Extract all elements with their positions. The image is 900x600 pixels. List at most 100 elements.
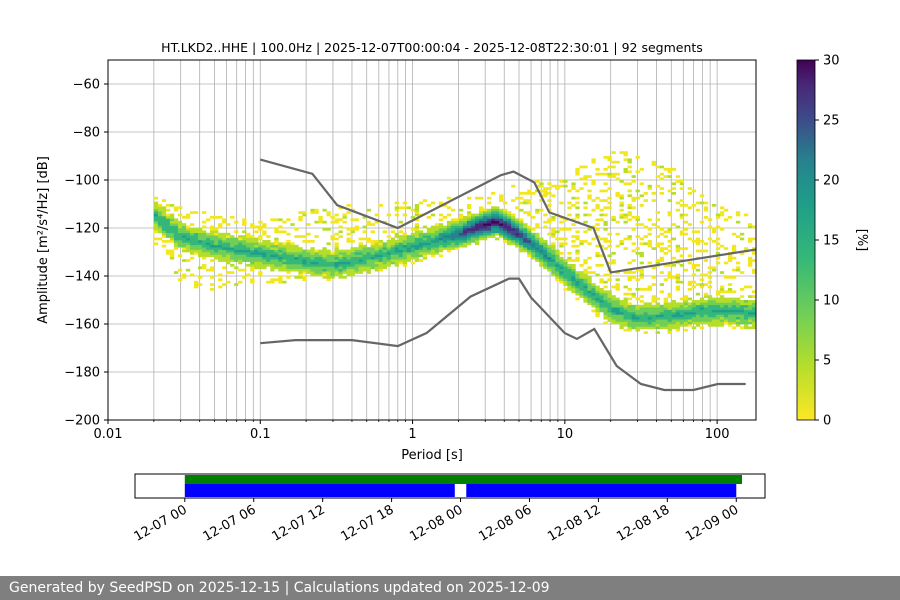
- psd-cell: [298, 264, 303, 267]
- psd-cell: [563, 218, 568, 222]
- psd-cell: [571, 266, 576, 270]
- psd-cell: [599, 300, 604, 303]
- psd-cell: [487, 232, 492, 236]
- psd-cell: [282, 230, 287, 234]
- psd-cell: [603, 189, 608, 193]
- psd-cell: [366, 249, 371, 253]
- psd-cell: [711, 324, 717, 327]
- psd-cell: [635, 252, 640, 255]
- psd-cell: [555, 273, 560, 277]
- psd-cell: [157, 237, 163, 241]
- psd-cell: [611, 314, 616, 318]
- psd-cell: [715, 297, 721, 301]
- psd-cell: [165, 232, 171, 236]
- psd-cell: [458, 225, 464, 229]
- psd-cell: [177, 223, 183, 226]
- psd-cell: [350, 268, 355, 272]
- psd-cell: [707, 309, 713, 313]
- psd-cell: [394, 249, 400, 253]
- psd-cell: [591, 158, 596, 162]
- psd-cell: [507, 235, 512, 238]
- psd-cell: [571, 271, 576, 274]
- psd-cell: [603, 304, 608, 308]
- psd-cell: [707, 314, 713, 318]
- psd-cell: [707, 302, 713, 306]
- psd-cell: [627, 235, 632, 238]
- psd-cell: [153, 223, 159, 226]
- psd-cell: [338, 254, 343, 258]
- psd-cell: [306, 223, 311, 226]
- psd-cell: [302, 256, 307, 260]
- psd-cell: [230, 259, 235, 262]
- psd-cell: [218, 225, 223, 229]
- psd-cell: [378, 264, 383, 267]
- psd-cell: [330, 237, 335, 241]
- psd-cell: [197, 249, 203, 253]
- psd-cell: [262, 223, 267, 226]
- psd-cell: [169, 216, 175, 219]
- psd-cell: [290, 266, 295, 270]
- psd-cell: [647, 309, 652, 313]
- psd-cell: [202, 266, 207, 270]
- psd-cell: [326, 264, 331, 267]
- psd-cell: [370, 247, 375, 250]
- psd-cell: [242, 235, 247, 238]
- psd-cell: [751, 309, 756, 313]
- psd-cell: [511, 230, 516, 234]
- psd-cell: [587, 300, 592, 303]
- psd-cell: [551, 273, 556, 277]
- psd-cell: [667, 319, 672, 322]
- psd-cell: [165, 216, 171, 219]
- psd-cell: [318, 273, 323, 277]
- psd-cell: [667, 230, 672, 234]
- psd-cell: [751, 295, 756, 298]
- psd-cell: [474, 230, 480, 234]
- psd-cell: [258, 244, 263, 248]
- psd-cell: [735, 220, 741, 224]
- psd-cell: [687, 261, 693, 265]
- psd-cell: [278, 249, 283, 253]
- psd-cell: [531, 254, 536, 258]
- psd-cell: [751, 300, 756, 303]
- psd-cell: [623, 216, 628, 219]
- psd-cell: [173, 271, 179, 274]
- psd-cell: [715, 290, 721, 294]
- psd-cell: [595, 295, 600, 298]
- psd-cell: [454, 225, 460, 229]
- psd-cell: [679, 204, 685, 207]
- psd-cell: [523, 225, 528, 229]
- psd-cell: [177, 242, 183, 246]
- timeline-tick-label: 12-09 00: [683, 502, 741, 544]
- psd-cell: [206, 252, 211, 255]
- psd-cell: [595, 218, 600, 222]
- psd-cell: [266, 264, 271, 267]
- psd-cell: [153, 242, 159, 246]
- psd-cell: [679, 187, 685, 190]
- y-axis-label: Amplitude [m²/s⁴/Hz] [dB]: [36, 156, 51, 324]
- psd-cell: [511, 184, 516, 188]
- psd-cell: [189, 211, 195, 214]
- psd-cell: [386, 244, 391, 248]
- psd-cell: [607, 316, 612, 320]
- psd-cell: [747, 256, 753, 260]
- psd-cell: [523, 223, 528, 226]
- psd-cell: [290, 252, 295, 255]
- psd-cell: [659, 290, 664, 294]
- psd-cell: [438, 218, 444, 222]
- psd-cell: [659, 242, 664, 246]
- psd-cell: [238, 244, 243, 248]
- psd-cell: [663, 168, 668, 171]
- psd-cell: [667, 199, 672, 202]
- psd-cell: [250, 249, 255, 253]
- psd-cell: [270, 280, 275, 284]
- psd-cell: [643, 235, 648, 238]
- psd-cell: [322, 276, 327, 279]
- psd-cell: [659, 312, 664, 315]
- psd-cell: [731, 326, 737, 330]
- psd-cell: [519, 196, 524, 200]
- psd-cell: [751, 316, 756, 320]
- psd-cell: [543, 254, 548, 258]
- psd-cell: [242, 276, 247, 279]
- psd-cell: [547, 254, 552, 258]
- psd-cell: [278, 276, 283, 279]
